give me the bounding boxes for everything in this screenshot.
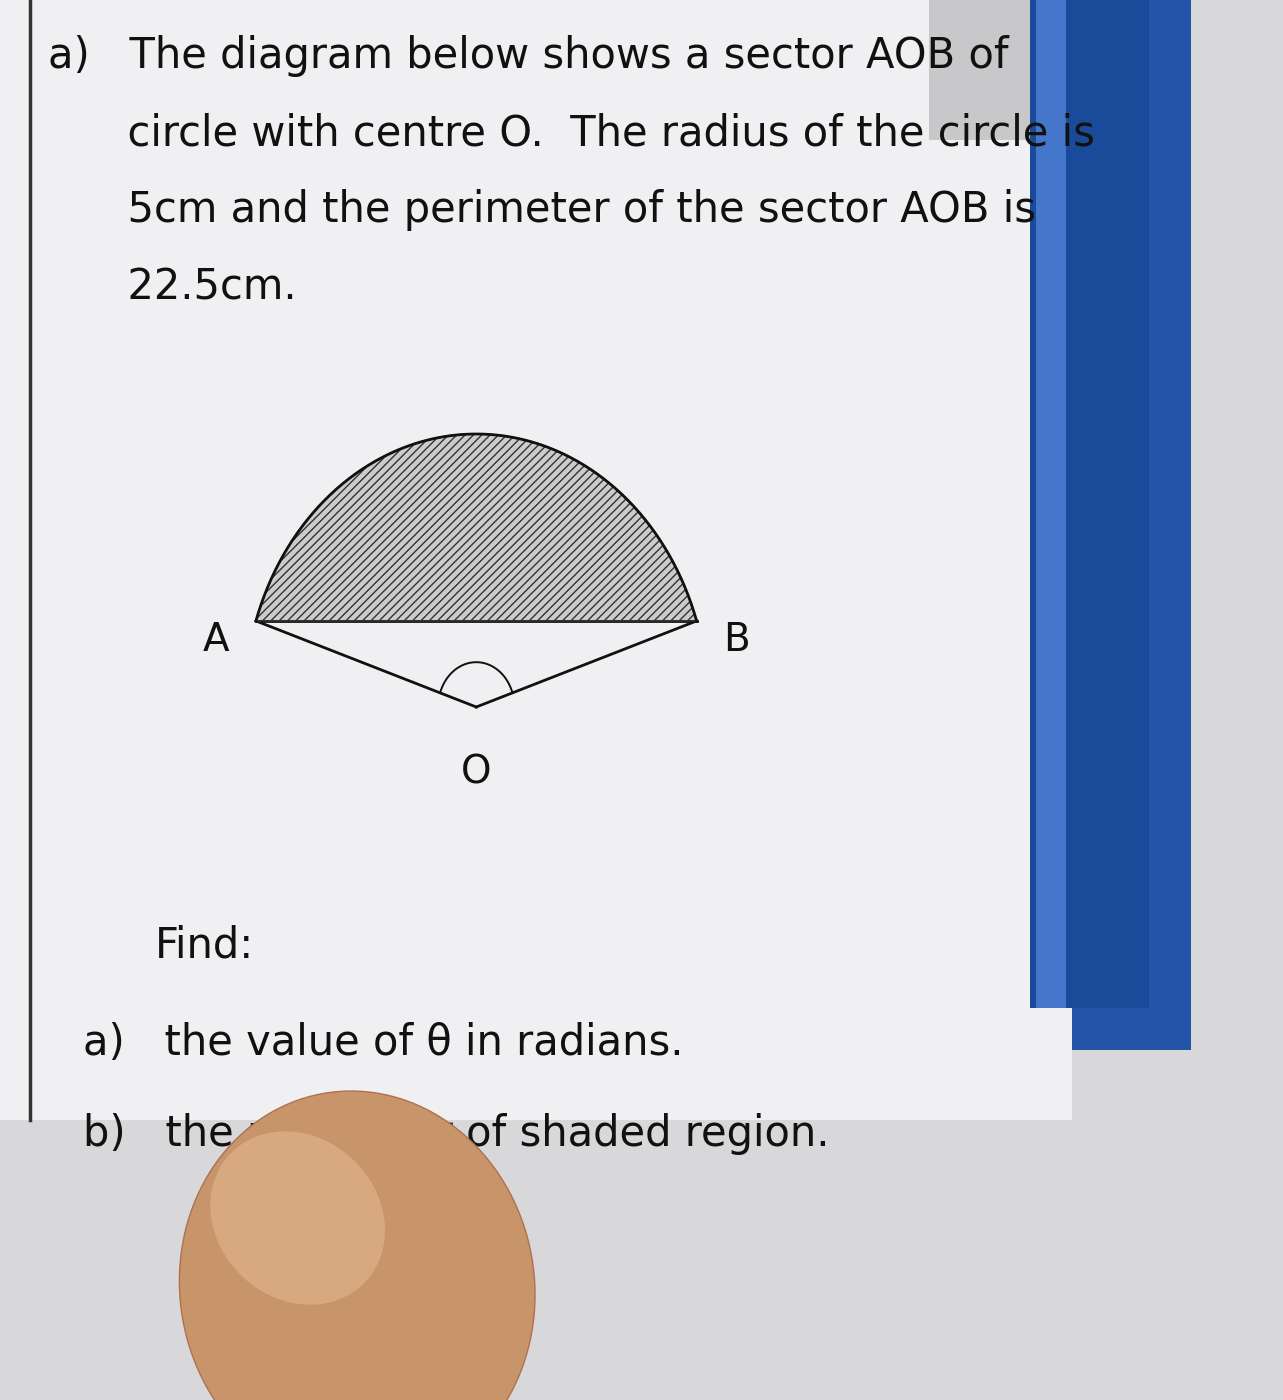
- Text: O: O: [461, 753, 491, 791]
- Text: 22.5cm.: 22.5cm.: [47, 266, 296, 308]
- Text: b)   the perimeter of shaded region.: b) the perimeter of shaded region.: [83, 1113, 830, 1155]
- Text: Find:: Find:: [155, 924, 254, 966]
- Text: B: B: [722, 622, 749, 659]
- Text: a)   the value of θ in radians.: a) the value of θ in radians.: [83, 1022, 684, 1064]
- Text: A: A: [203, 622, 230, 659]
- FancyBboxPatch shape: [0, 0, 1071, 1120]
- Text: circle with centre O.  The radius of the circle is: circle with centre O. The radius of the …: [47, 112, 1094, 154]
- FancyBboxPatch shape: [929, 0, 1071, 140]
- Text: a)   The diagram below shows a sector AOB of: a) The diagram below shows a sector AOB …: [47, 35, 1008, 77]
- Text: 5cm and the perimeter of the sector AOB is: 5cm and the perimeter of the sector AOB …: [47, 189, 1035, 231]
- Ellipse shape: [180, 1091, 535, 1400]
- FancyBboxPatch shape: [1048, 0, 1191, 1050]
- Polygon shape: [255, 434, 697, 622]
- FancyBboxPatch shape: [1030, 0, 1150, 1008]
- Ellipse shape: [210, 1131, 385, 1305]
- FancyBboxPatch shape: [1035, 0, 1066, 1008]
